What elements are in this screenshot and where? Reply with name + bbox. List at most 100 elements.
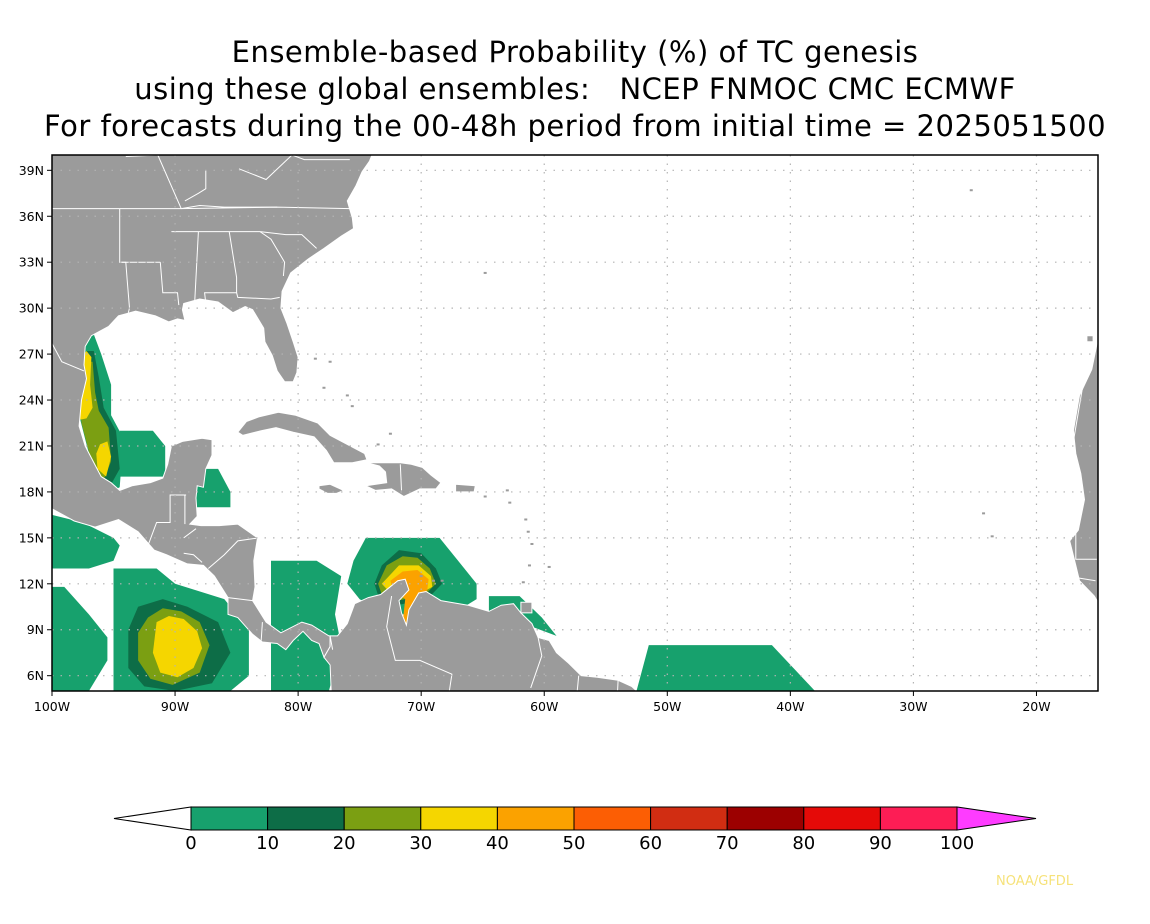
legend-label: 40 [486,833,509,854]
legend-swatch [420,806,498,831]
island-dot [524,518,528,521]
legend-swatch [879,806,958,831]
lon-tick-label: 100W [34,699,70,714]
political-border [194,231,199,303]
lon-tick-label: 30W [899,699,927,714]
land-trinidad [520,601,533,614]
legend-swatch [190,806,269,831]
island-dot [313,357,317,360]
legend-label: 0 [185,833,196,854]
political-border [576,675,580,691]
lat-tick-label: 15N [19,530,44,545]
lat-tick-label: 36N [19,209,44,224]
title-line-2: using these global ensembles: NCEP FNMOC… [134,72,1016,106]
prob-area-gulf-bay-campeche [119,430,166,477]
lon-tick-label: 90W [161,699,189,714]
prob-area-pacific-far-west [52,586,108,691]
land-cuba [237,411,368,464]
legend-label: 60 [639,833,662,854]
legend-swatch [726,806,805,831]
lat-tick-label: 18N [19,484,44,499]
legend-swatch [496,806,575,831]
land-africa [1069,338,1098,604]
political-border [227,597,253,602]
lon-tick-label: 50W [653,699,681,714]
island-dot [990,535,994,538]
prob-area-atlantic-mdr [636,645,815,691]
island-dot [440,579,444,582]
island-dot [322,386,326,389]
political-border [530,637,543,689]
land-jamaica [318,483,345,494]
legend-swatch [267,806,345,831]
political-border [125,155,182,209]
legend-arrow-high [956,806,1037,831]
political-border [183,552,203,563]
political-border [1077,577,1096,582]
legend-label: 10 [256,833,279,854]
lat-tick-label: 12N [19,576,44,591]
title-line-3: For forecasts during the 00-48h period f… [43,109,1107,143]
land-north-america [52,155,373,659]
political-border [181,204,253,210]
political-border [159,262,180,306]
political-border [119,208,131,313]
political-border [1072,354,1089,442]
lon-tick-label: 60W [530,699,558,714]
prob-area-pacific-tehuantepec [152,616,203,678]
lat-tick-label: 21N [19,438,44,453]
island-dot [969,189,973,192]
legend-label: 100 [940,833,974,854]
political-border [52,343,85,372]
political-border [617,680,619,691]
legend-swatch [803,806,881,831]
political-border [259,231,286,277]
land-puerto-rico [455,483,476,493]
map-plot-area [52,155,1098,691]
island-dot [431,579,435,582]
title-line-1: Ensemble-based Probability (%) of TC gen… [231,35,919,69]
lat-tick-label: 6N [27,668,44,683]
legend-label: 50 [563,833,586,854]
map-frame [51,154,1099,692]
lat-tick-label: 39N [19,163,44,178]
island-dot [526,530,530,533]
island-dot [328,360,332,363]
political-border [399,464,402,491]
lon-tick-label: 40W [776,699,804,714]
lon-tick-label: 20W [1022,699,1050,714]
island-dot [527,564,531,567]
prob-area-gulf-west-coast [96,441,112,477]
political-border [259,231,317,249]
political-border [207,537,259,569]
lat-tick-label: 9N [27,622,44,637]
legend-label: 90 [869,833,892,854]
lon-tick-label: 80W [284,699,312,714]
lat-tick-label: 33N [19,255,44,270]
island-dot [483,271,487,274]
land-hispaniola [364,462,442,498]
political-border [386,596,453,691]
chart-title: Ensemble-based Probability (%) of TC gen… [0,34,1150,145]
island-dot [505,489,509,492]
land-south-america [323,578,638,691]
island-dot [350,405,354,408]
credit-label: NOAA/GFDL [996,874,1074,889]
political-border [238,155,293,181]
legend-swatch [650,806,728,831]
political-border [260,622,263,641]
island-dot [345,394,349,397]
political-border [291,155,350,161]
island-dot [547,565,551,568]
political-border [184,170,207,202]
lat-tick-label: 24N [19,393,44,408]
island-dot [483,495,487,498]
land-canary-islands [1086,335,1094,343]
legend-arrow-low [113,806,192,831]
lat-tick-label: 30N [19,301,44,316]
political-border [183,528,197,539]
island-dot [521,581,525,584]
island-dot [982,512,986,515]
